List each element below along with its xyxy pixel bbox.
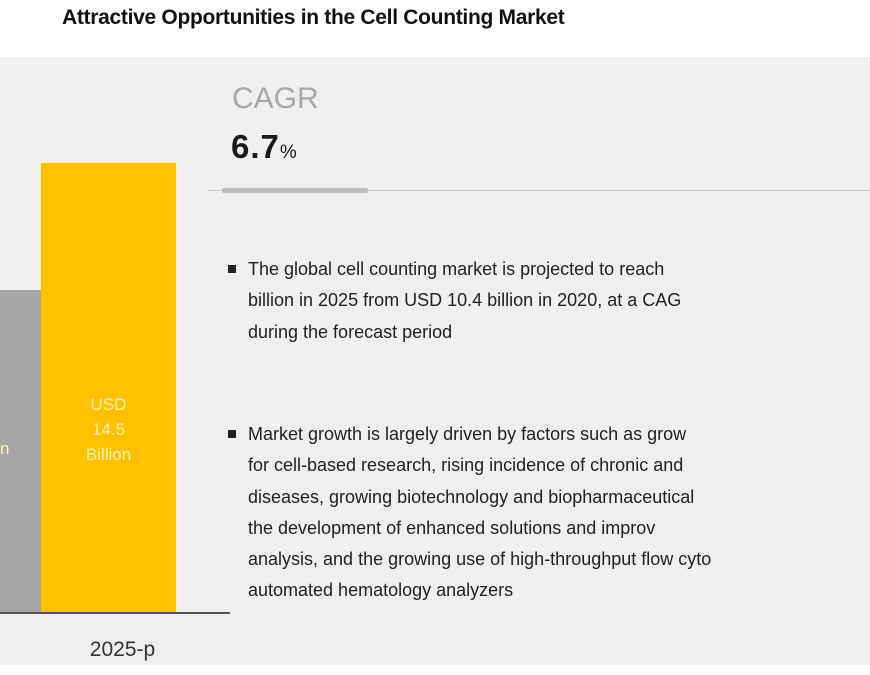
text-line: automated hematology analyzers: [248, 580, 514, 601]
bar-2025-p: [41, 163, 176, 613]
bullet-icon: [228, 265, 236, 273]
text-line: The global cell counting market is proje…: [248, 259, 665, 279]
text-line: the development of enhanced solutions an…: [248, 517, 656, 538]
cagr-value: 6.7%: [231, 128, 298, 166]
cagr-label: CAGR: [232, 82, 319, 115]
bullet-text-2: Market growth is largely driven by facto…: [248, 419, 860, 607]
divider-accent: [222, 188, 368, 193]
text-line: Market growth is largely driven by facto…: [248, 424, 687, 444]
data-label-line: USD: [90, 395, 127, 414]
text-line: diseases, growing biotechnology and biop…: [248, 486, 695, 507]
data-label-line: n: [0, 439, 10, 458]
bullet-icon: [228, 430, 236, 438]
bar-previous: [0, 290, 41, 613]
data-label-line: Billion: [85, 445, 132, 464]
text-line: during the forecast period: [248, 321, 453, 342]
data-label-line: 14.5: [91, 420, 126, 439]
text-line: billion in 2025 from USD 10.4 billion in…: [248, 290, 682, 311]
bar-data-label: n: [0, 436, 9, 461]
bar-data-label: USD 14.5 Billion: [41, 392, 176, 467]
cagr-number: 6.7: [231, 128, 280, 165]
bullet-text-1: The global cell counting market is proje…: [248, 254, 860, 348]
divider: [208, 190, 870, 191]
cagr-unit: %: [279, 142, 298, 163]
page-title: Attractive Opportunities in the Cell Cou…: [62, 6, 565, 29]
text-line: analysis, and the growing use of high-th…: [248, 549, 712, 570]
x-tick-label: 2025-p: [89, 638, 156, 661]
text-line: for cell-based research, rising incidenc…: [248, 455, 684, 476]
x-axis-line: [0, 612, 230, 614]
